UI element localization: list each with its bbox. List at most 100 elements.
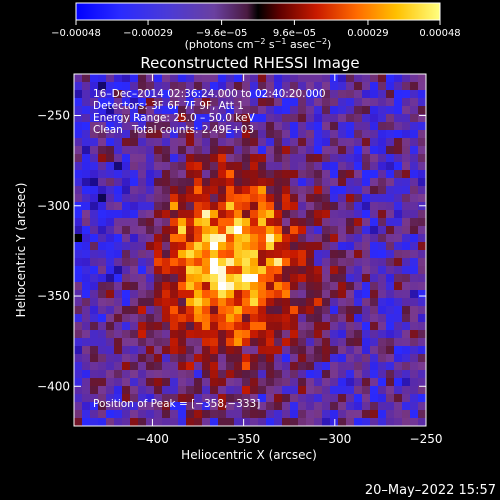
heatmap-cell	[162, 266, 171, 275]
heatmap-cell	[394, 114, 403, 123]
heatmap-cell	[306, 154, 315, 163]
heatmap-cell	[122, 418, 131, 427]
heatmap-cell	[138, 218, 147, 227]
heatmap-cell	[138, 394, 147, 403]
heatmap-cell	[226, 282, 235, 291]
heatmap-cell	[346, 154, 355, 163]
heatmap-cell	[218, 74, 227, 83]
heatmap-cell	[386, 290, 395, 299]
heatmap-cell	[378, 330, 387, 339]
heatmap-cell	[266, 386, 275, 395]
heatmap-cell	[218, 290, 227, 299]
heatmap-cell	[106, 298, 115, 307]
heatmap-cell	[266, 146, 275, 155]
heatmap-cell	[242, 274, 251, 283]
heatmap-cell	[146, 98, 155, 107]
heatmap-cell	[218, 362, 227, 371]
heatmap-cell	[146, 298, 155, 307]
heatmap-cell	[410, 298, 419, 307]
heatmap-cell	[258, 170, 267, 179]
heatmap-cell	[314, 250, 323, 259]
heatmap-cell	[306, 322, 315, 331]
heatmap-cell	[274, 314, 283, 323]
heatmap-cell	[130, 274, 139, 283]
heatmap-cell	[250, 74, 259, 83]
heatmap-cell	[410, 290, 419, 299]
heatmap-cell	[370, 106, 379, 115]
heatmap-cell	[122, 274, 131, 283]
heatmap-cell	[362, 82, 371, 91]
heatmap-cell	[282, 354, 291, 363]
heatmap-cell	[146, 154, 155, 163]
heatmap-cell	[266, 154, 275, 163]
heatmap-cell	[354, 370, 363, 379]
heatmap-cell	[338, 298, 347, 307]
heatmap-cell	[242, 98, 251, 107]
heatmap-cell	[418, 274, 427, 283]
heatmap-cell	[114, 266, 123, 275]
heatmap-cell	[258, 314, 267, 323]
heatmap-cell	[82, 146, 91, 155]
heatmap-cell	[306, 370, 315, 379]
heatmap-cell	[98, 218, 107, 227]
heatmap-cell	[194, 226, 203, 235]
heatmap-cell	[114, 202, 123, 211]
heatmap-cell	[370, 306, 379, 315]
heatmap-cell	[418, 106, 427, 115]
heatmap-cell	[362, 266, 371, 275]
heatmap-cell	[162, 114, 171, 123]
heatmap-cell	[274, 218, 283, 227]
heatmap-cell	[330, 282, 339, 291]
heatmap-cell	[202, 98, 211, 107]
heatmap-cell	[306, 418, 315, 427]
heatmap-cell	[362, 410, 371, 419]
heatmap-cell	[234, 186, 243, 195]
heatmap-cell	[258, 338, 267, 347]
heatmap-cell	[282, 194, 291, 203]
heatmap-cell	[402, 354, 411, 363]
heatmap-cell	[370, 194, 379, 203]
heatmap-cell	[178, 410, 187, 419]
heatmap-cell	[314, 226, 323, 235]
heatmap-cell	[258, 114, 267, 123]
heatmap-cell	[418, 418, 427, 427]
heatmap-cell	[346, 202, 355, 211]
heatmap-cell	[210, 130, 219, 139]
heatmap-cell	[258, 418, 267, 427]
heatmap-cell	[178, 298, 187, 307]
heatmap-cell	[202, 290, 211, 299]
heatmap-cell	[130, 330, 139, 339]
heatmap-cell	[210, 378, 219, 387]
heatmap-cell	[386, 122, 395, 131]
heatmap-cell	[402, 322, 411, 331]
heatmap-cell	[146, 282, 155, 291]
heatmap-cell	[394, 250, 403, 259]
heatmap-cell	[378, 194, 387, 203]
heatmap-cell	[418, 130, 427, 139]
heatmap-cell	[290, 106, 299, 115]
heatmap-cell	[386, 82, 395, 91]
heatmap-cell	[210, 410, 219, 419]
heatmap-cell	[242, 410, 251, 419]
heatmap-cell	[210, 250, 219, 259]
heatmap-cell	[146, 346, 155, 355]
heatmap-cell	[130, 338, 139, 347]
heatmap-cell	[378, 314, 387, 323]
heatmap-cell	[258, 242, 267, 251]
heatmap-cell	[354, 178, 363, 187]
heatmap-cell	[306, 74, 315, 83]
heatmap-cell	[90, 418, 99, 427]
heatmap-cell	[138, 282, 147, 291]
heatmap-cell	[226, 386, 235, 395]
heatmap-cell	[146, 242, 155, 251]
heatmap-cell	[162, 178, 171, 187]
heatmap-cell	[138, 130, 147, 139]
heatmap-cell	[210, 218, 219, 227]
heatmap-cell	[178, 122, 187, 131]
heatmap-cell	[146, 138, 155, 147]
heatmap-cell	[258, 178, 267, 187]
heatmap-cell	[146, 234, 155, 243]
heatmap-cell	[394, 306, 403, 315]
heatmap-cell	[170, 394, 179, 403]
heatmap-cell	[394, 194, 403, 203]
